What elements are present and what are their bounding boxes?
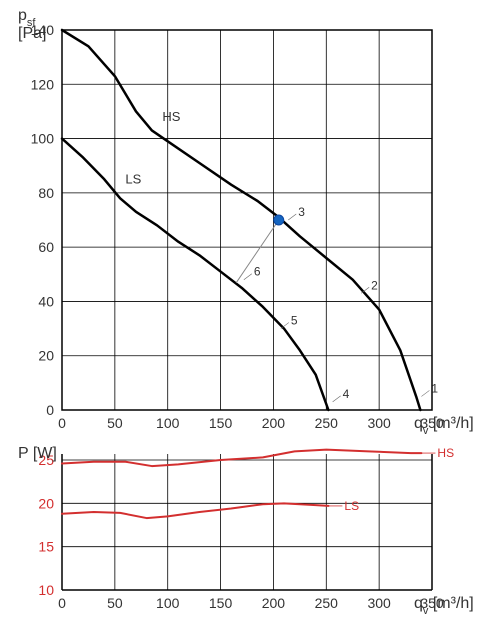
svg-text:1: 1 bbox=[431, 381, 438, 395]
svg-text:250: 250 bbox=[315, 415, 339, 431]
svg-text:2: 2 bbox=[371, 278, 378, 292]
svg-text:5: 5 bbox=[291, 314, 298, 328]
svg-text:80: 80 bbox=[38, 185, 54, 201]
svg-text:10: 10 bbox=[38, 582, 54, 598]
svg-text:20: 20 bbox=[38, 348, 54, 364]
svg-text:100: 100 bbox=[156, 595, 180, 611]
svg-text:[Pa]: [Pa] bbox=[18, 25, 46, 42]
svg-text:100: 100 bbox=[156, 415, 180, 431]
svg-text:LS: LS bbox=[344, 499, 359, 513]
svg-text:LS: LS bbox=[125, 171, 141, 186]
svg-text:60: 60 bbox=[38, 239, 54, 255]
svg-text:300: 300 bbox=[367, 595, 391, 611]
svg-text:250: 250 bbox=[315, 595, 339, 611]
svg-text:20: 20 bbox=[38, 495, 54, 511]
svg-text:150: 150 bbox=[209, 415, 233, 431]
svg-text:0: 0 bbox=[58, 595, 66, 611]
svg-text:300: 300 bbox=[367, 415, 391, 431]
svg-text:150: 150 bbox=[209, 595, 233, 611]
svg-text:40: 40 bbox=[38, 293, 54, 309]
svg-text:15: 15 bbox=[38, 539, 54, 555]
svg-text:120: 120 bbox=[31, 76, 55, 92]
svg-text:200: 200 bbox=[262, 415, 286, 431]
svg-text:50: 50 bbox=[107, 415, 123, 431]
svg-text:200: 200 bbox=[262, 595, 286, 611]
svg-text:3: 3 bbox=[298, 205, 305, 219]
svg-text:100: 100 bbox=[31, 131, 55, 147]
svg-text:0: 0 bbox=[58, 415, 66, 431]
svg-text:6: 6 bbox=[254, 265, 261, 279]
svg-text:0: 0 bbox=[46, 402, 54, 418]
svg-text:50: 50 bbox=[107, 595, 123, 611]
svg-text:HS: HS bbox=[162, 109, 180, 124]
svg-text:4: 4 bbox=[343, 387, 350, 401]
svg-text:P [W]: P [W] bbox=[18, 445, 57, 462]
svg-text:HS: HS bbox=[437, 446, 454, 460]
